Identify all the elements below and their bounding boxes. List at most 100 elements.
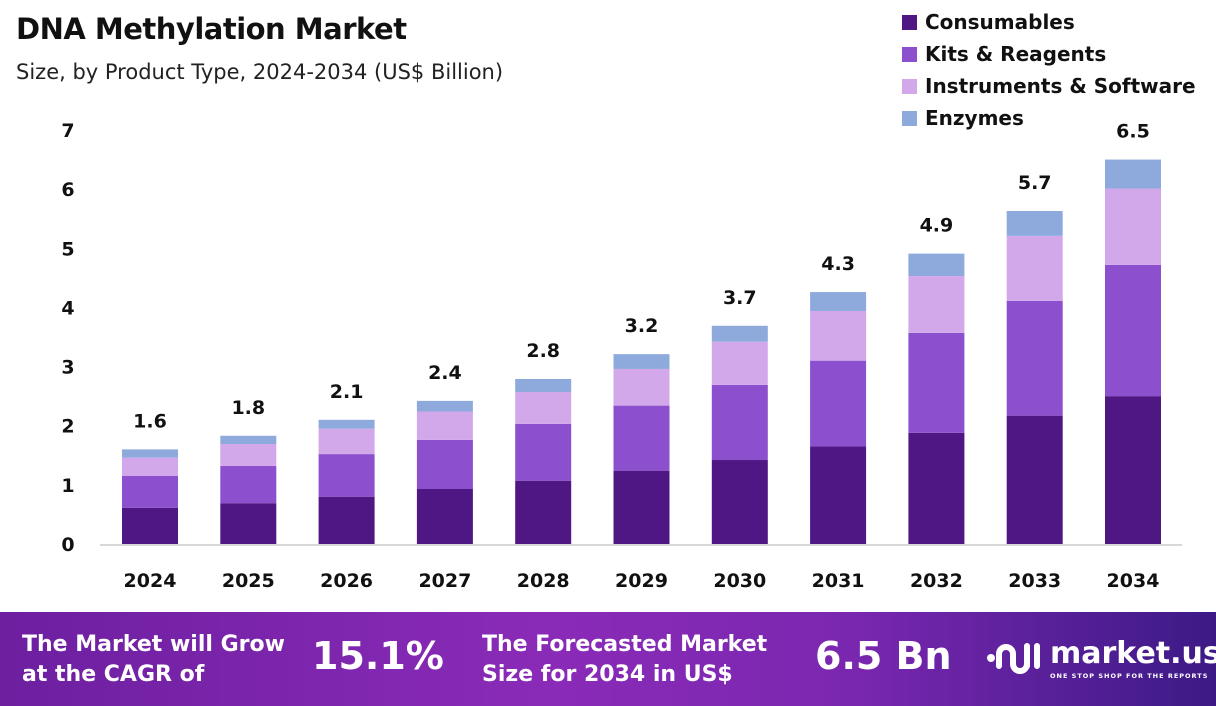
y-tick-label: 0 bbox=[61, 534, 74, 556]
legend-item-kits: Kits & Reagents bbox=[902, 38, 1196, 70]
cagr-value: 15.1% bbox=[312, 634, 444, 678]
x-tick-label: 2030 bbox=[713, 570, 766, 592]
legend-item-consumables: Consumables bbox=[902, 6, 1196, 38]
bar-segment-enzymes-2033 bbox=[1006, 211, 1063, 236]
bar-segment-enzymes-2034 bbox=[1105, 159, 1161, 189]
x-tick-label: 2031 bbox=[812, 570, 865, 592]
bar-segment-enzymes-2031 bbox=[810, 292, 867, 311]
x-tick-label: 2026 bbox=[320, 570, 373, 592]
x-tick-label: 2032 bbox=[910, 570, 963, 592]
bar-segment-instruments-software-2027 bbox=[416, 411, 473, 440]
legend-swatch bbox=[902, 46, 917, 62]
bar-segment-consumables-2029 bbox=[613, 470, 670, 544]
bar-segment-consumables-2027 bbox=[416, 488, 473, 544]
bar-segment-instruments-software-2029 bbox=[613, 368, 670, 406]
logo-tagline: ONE STOP SHOP FOR THE REPORTS bbox=[1050, 672, 1209, 680]
data-label-total: 1.8 bbox=[231, 397, 265, 419]
x-tick-label: 2024 bbox=[124, 570, 177, 592]
bar-segment-kits-reagents-2024 bbox=[122, 475, 178, 508]
bar-segment-consumables-2026 bbox=[318, 496, 375, 544]
bar-segment-instruments-software-2028 bbox=[515, 392, 572, 424]
x-tick-label: 2033 bbox=[1008, 570, 1061, 592]
data-label-total: 4.9 bbox=[920, 215, 954, 237]
chart-subtitle: Size, by Product Type, 2024-2034 (US$ Bi… bbox=[16, 60, 504, 84]
bar-segment-kits-reagents-2027 bbox=[416, 439, 473, 489]
legend-label: Instruments & Software bbox=[925, 74, 1196, 98]
y-tick-label: 5 bbox=[61, 238, 74, 260]
bar-segment-instruments-software-2024 bbox=[122, 457, 178, 476]
data-label-total: 2.8 bbox=[526, 340, 560, 362]
y-tick-label: 7 bbox=[61, 120, 74, 142]
bar-segment-instruments-software-2030 bbox=[711, 341, 768, 385]
y-tick-label: 6 bbox=[61, 179, 74, 201]
legend-label: Enzymes bbox=[925, 106, 1024, 130]
bar-segment-enzymes-2032 bbox=[908, 253, 965, 277]
bar-segment-kits-reagents-2032 bbox=[908, 332, 965, 433]
data-label-total: 4.3 bbox=[821, 253, 855, 275]
y-tick-label: 2 bbox=[61, 416, 74, 438]
cagr-label-line: The Market will Grow bbox=[22, 632, 285, 657]
legend-swatch bbox=[902, 110, 917, 126]
logo-name: market.us bbox=[1050, 636, 1216, 671]
bar-segment-kits-reagents-2029 bbox=[613, 405, 670, 471]
bar-segment-consumables-2025 bbox=[220, 503, 277, 544]
legend: Consumables Kits & Reagents Instruments … bbox=[902, 6, 1196, 134]
data-label-total: 2.1 bbox=[330, 381, 364, 403]
bar-segment-instruments-software-2033 bbox=[1006, 235, 1063, 301]
bar-segment-kits-reagents-2034 bbox=[1105, 264, 1161, 397]
bar-segment-enzymes-2024 bbox=[122, 449, 178, 458]
forecast-label-line: The Forecasted Market bbox=[482, 632, 768, 657]
bar-segment-consumables-2032 bbox=[908, 432, 965, 544]
x-tick-label: 2025 bbox=[222, 570, 275, 592]
bar-segment-kits-reagents-2028 bbox=[515, 423, 572, 481]
bar-segment-consumables-2030 bbox=[711, 460, 768, 544]
bar-segment-enzymes-2025 bbox=[220, 435, 277, 445]
bar-segment-enzymes-2028 bbox=[515, 378, 572, 393]
data-label-total: 5.7 bbox=[1018, 172, 1052, 194]
legend-swatch bbox=[902, 14, 917, 30]
bar-segment-consumables-2033 bbox=[1006, 415, 1063, 544]
forecast-label-line: Size for 2034 in US$ bbox=[482, 662, 733, 687]
data-label-total: 3.7 bbox=[723, 287, 757, 309]
footer-banner: The Market will Grow at the CAGR of 15.1%… bbox=[0, 612, 1216, 706]
market-us-logo-icon bbox=[987, 643, 1040, 674]
y-tick-label: 4 bbox=[61, 297, 74, 319]
legend-swatch bbox=[902, 78, 917, 94]
x-tick-label: 2029 bbox=[615, 570, 668, 592]
chart-title: DNA Methylation Market bbox=[16, 12, 407, 46]
data-label-total: 6.5 bbox=[1116, 121, 1150, 143]
bar-segment-enzymes-2027 bbox=[416, 400, 473, 412]
bar-segment-instruments-software-2034 bbox=[1105, 188, 1161, 265]
data-label-total: 3.2 bbox=[625, 315, 659, 337]
legend-item-enzymes: Enzymes bbox=[902, 102, 1196, 134]
bar-segment-enzymes-2026 bbox=[318, 419, 375, 429]
bar-segment-kits-reagents-2025 bbox=[220, 465, 277, 504]
cagr-label-line: at the CAGR of bbox=[22, 662, 205, 687]
bar-segment-consumables-2034 bbox=[1105, 396, 1161, 544]
bar-segment-kits-reagents-2033 bbox=[1006, 300, 1063, 416]
legend-item-instruments: Instruments & Software bbox=[902, 70, 1196, 102]
bar-segment-kits-reagents-2030 bbox=[711, 384, 768, 461]
bar-segment-kits-reagents-2031 bbox=[810, 360, 867, 447]
bar-segment-instruments-software-2026 bbox=[318, 428, 375, 455]
x-tick-label: 2027 bbox=[418, 570, 471, 592]
legend-label: Consumables bbox=[925, 10, 1075, 34]
cagr-label: The Market will Grow at the CAGR of bbox=[22, 630, 285, 690]
bar-segment-instruments-software-2031 bbox=[810, 310, 867, 361]
bar-segment-kits-reagents-2026 bbox=[318, 454, 375, 497]
legend-label: Kits & Reagents bbox=[925, 42, 1107, 66]
forecast-value: 6.5 Bn bbox=[815, 634, 952, 678]
data-label-total: 1.6 bbox=[133, 410, 167, 432]
x-tick-label: 2028 bbox=[517, 570, 570, 592]
bar-segment-instruments-software-2025 bbox=[220, 444, 277, 466]
bar-segment-enzymes-2030 bbox=[711, 325, 768, 342]
bar-segment-consumables-2031 bbox=[810, 446, 867, 544]
data-label-total: 2.4 bbox=[428, 362, 462, 384]
bar-segment-enzymes-2029 bbox=[613, 354, 670, 369]
bar-chart: 0 1 2 3 4 5 6 7 1.6 2024 1.8 2025 2.1 2026 2.4 2027 2.8 2… bbox=[61, 120, 1182, 592]
bar-segment-consumables-2024 bbox=[122, 507, 178, 544]
x-tick-label: 2034 bbox=[1107, 570, 1160, 592]
y-tick-label: 3 bbox=[61, 357, 74, 379]
forecast-label: The Forecasted Market Size for 2034 in US… bbox=[482, 630, 767, 690]
y-tick-label: 1 bbox=[61, 475, 74, 497]
